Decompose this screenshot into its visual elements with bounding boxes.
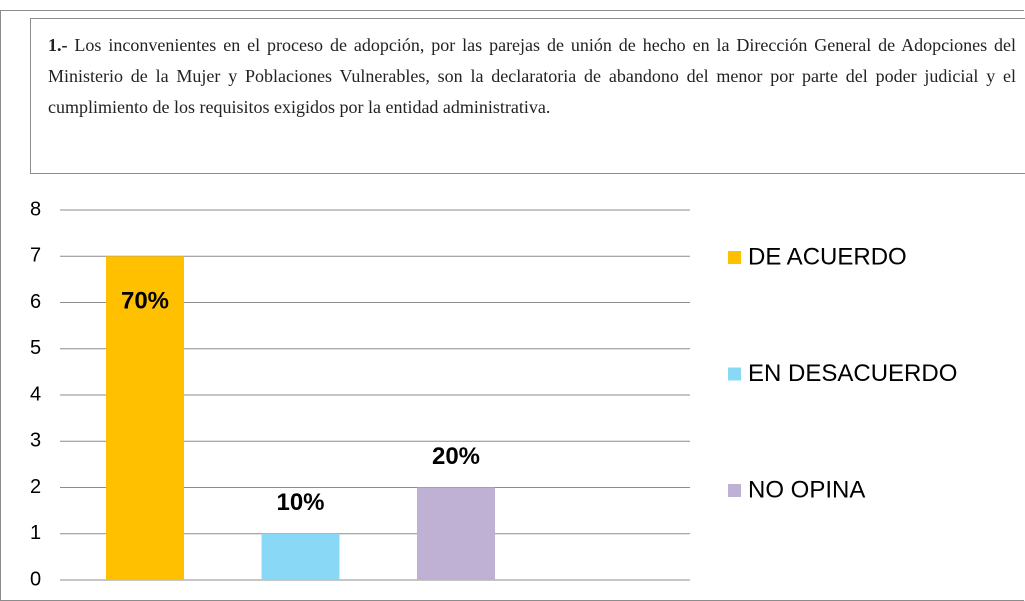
y-tick-label: 3	[30, 430, 41, 452]
legend-label: EN DESACUERDO	[748, 360, 957, 387]
legend-swatch	[728, 251, 741, 264]
y-tick-label: 8	[30, 198, 41, 220]
y-tick-label: 6	[30, 291, 41, 313]
bar	[261, 533, 340, 580]
y-tick-label: 4	[30, 383, 41, 405]
statement: 1.- Los inconvenientes en el proceso de …	[48, 30, 1016, 123]
statement-text: Los inconvenientes en el proceso de adop…	[48, 35, 1016, 117]
y-tick-label: 5	[30, 337, 41, 359]
y-tick-label: 7	[30, 245, 41, 267]
value-label: 10%	[276, 489, 324, 516]
legend-swatch	[728, 484, 741, 497]
bar	[417, 487, 495, 580]
value-label: 70%	[121, 288, 169, 315]
statement-number: 1.-	[48, 35, 68, 55]
value-label: 20%	[432, 443, 480, 470]
legend-label: NO OPINA	[748, 476, 865, 503]
y-tick-label: 0	[30, 568, 41, 590]
legend-swatch	[728, 367, 741, 381]
bar	[106, 256, 184, 580]
legend-label: DE ACUERDO	[748, 243, 907, 270]
text-box	[30, 18, 1025, 174]
y-tick-label: 2	[30, 476, 41, 498]
y-tick-label: 1	[30, 522, 41, 544]
